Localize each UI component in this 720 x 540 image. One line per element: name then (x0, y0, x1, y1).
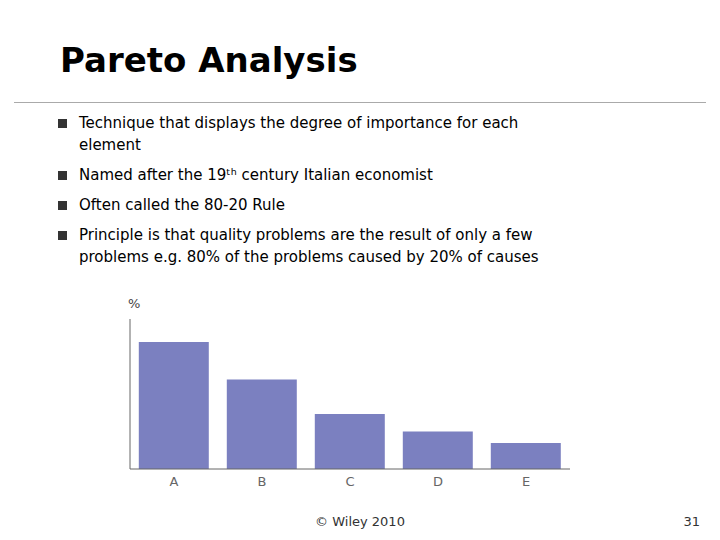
svg-text:C: C (345, 474, 354, 489)
svg-text:E: E (522, 474, 530, 489)
svg-text:B: B (258, 474, 267, 489)
html-text:Often called the 80-20 Rule: Often called the 80-20 Rule (79, 196, 285, 214)
html-text:© Wiley 2010: © Wiley 2010 (315, 514, 405, 529)
html-text:Pareto Analysis: Pareto Analysis (60, 40, 358, 80)
html-text:Technique that displays the de: Technique that displays the degree of im… (79, 114, 519, 154)
html-text:Principle is that quality prob: Principle is that quality problems are t… (79, 226, 539, 266)
svg-text:D: D (433, 474, 443, 489)
html-text:Named after the 19ᵗʰ century I: Named after the 19ᵗʰ century Italian eco… (79, 166, 433, 184)
svg-text:A: A (170, 474, 179, 489)
html-text:31: 31 (683, 514, 700, 529)
